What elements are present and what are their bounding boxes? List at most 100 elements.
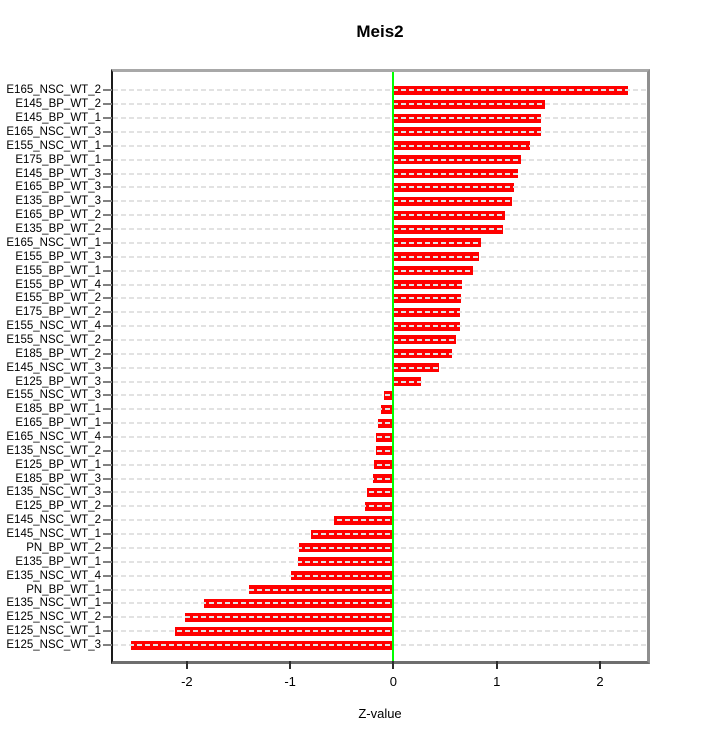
gridline	[113, 519, 647, 522]
y-axis-label: E135_NSC_WT_2	[6, 444, 101, 457]
gridline	[113, 616, 647, 619]
y-tick	[103, 214, 112, 217]
y-axis-label: E145_NSC_WT_2	[6, 514, 101, 527]
gridline	[113, 366, 647, 369]
gridline	[113, 158, 647, 161]
y-axis-label: E125_NSC_WT_1	[6, 625, 101, 638]
gridline	[113, 325, 647, 328]
y-axis-label: E185_BP_WT_1	[15, 403, 101, 416]
gridline	[113, 644, 647, 646]
y-tick	[103, 560, 112, 563]
x-tick-label: -2	[181, 674, 193, 689]
x-tick	[392, 661, 395, 669]
y-axis-label: E125_NSC_WT_2	[6, 611, 101, 624]
chart-title: Meis2	[356, 22, 404, 41]
y-axis-label: E135_NSC_WT_1	[6, 597, 101, 610]
y-axis-label: E165_NSC_WT_1	[6, 236, 101, 249]
gridline	[113, 505, 647, 508]
y-axis-label: E165_BP_WT_3	[15, 181, 101, 194]
y-tick	[103, 380, 112, 383]
y-axis-label: PN_BP_WT_2	[26, 541, 101, 554]
y-tick	[103, 408, 112, 411]
y-axis-label: E125_BP_WT_3	[15, 375, 101, 388]
gridline	[113, 533, 647, 536]
y-tick	[103, 463, 112, 466]
gridline	[113, 144, 647, 147]
x-tick	[495, 661, 498, 669]
y-axis-label: E165_BP_WT_1	[15, 417, 101, 430]
y-axis-label: E165_NSC_WT_4	[6, 431, 101, 444]
y-tick	[103, 616, 112, 619]
y-tick	[103, 644, 112, 646]
y-tick	[103, 325, 112, 328]
y-axis-label: E125_BP_WT_1	[15, 458, 101, 471]
plot-area	[111, 69, 650, 664]
y-axis-label: E165_NSC_WT_2	[6, 84, 101, 97]
gridline	[113, 311, 647, 314]
gridline	[113, 422, 647, 425]
gridline	[113, 241, 647, 244]
gridline	[113, 560, 647, 563]
x-tick	[599, 661, 601, 669]
y-axis-label: E185_BP_WT_2	[15, 347, 101, 360]
y-tick	[103, 422, 112, 425]
gridline	[113, 436, 647, 439]
y-axis-label: E155_BP_WT_1	[15, 264, 101, 277]
y-tick	[103, 186, 112, 189]
y-axis-label: E155_NSC_WT_2	[6, 333, 101, 346]
y-axis-label: E135_NSC_WT_3	[6, 486, 101, 499]
y-axis-label: E145_BP_WT_1	[15, 112, 101, 125]
y-axis-label: E155_BP_WT_4	[15, 278, 101, 291]
y-tick	[103, 103, 112, 106]
x-tick-label: 2	[596, 674, 604, 689]
gridline	[113, 172, 647, 175]
y-axis-label: E165_NSC_WT_3	[6, 125, 101, 138]
gridline	[113, 338, 647, 341]
gridline	[113, 574, 647, 577]
gridline	[113, 130, 647, 133]
y-tick	[103, 228, 112, 231]
gridline	[113, 228, 647, 231]
gridline	[113, 200, 647, 203]
gridline	[113, 630, 647, 633]
gridline	[113, 89, 647, 92]
gridline	[113, 186, 647, 189]
gridline	[113, 394, 647, 397]
y-tick	[103, 338, 112, 341]
y-tick	[103, 255, 112, 258]
x-tick	[289, 661, 292, 669]
gridline	[113, 602, 647, 605]
y-axis-label: E135_NSC_WT_4	[6, 569, 101, 582]
y-axis-label: E155_BP_WT_3	[15, 250, 101, 263]
x-tick-label: 1	[493, 674, 501, 689]
y-tick	[103, 449, 112, 452]
y-axis-label: E175_BP_WT_1	[15, 153, 101, 166]
y-tick	[103, 505, 112, 508]
gridline	[113, 463, 647, 466]
y-axis-label: E135_BP_WT_1	[15, 555, 101, 568]
y-axis-label: E145_NSC_WT_1	[6, 528, 101, 541]
y-tick	[103, 117, 112, 120]
y-tick	[103, 366, 112, 369]
gridline	[113, 408, 647, 411]
y-axis-label: E155_BP_WT_2	[15, 292, 101, 305]
y-axis-label: E155_NSC_WT_3	[6, 389, 101, 402]
y-tick	[103, 283, 112, 286]
y-axis-label: E145_NSC_WT_3	[6, 361, 101, 374]
y-tick	[103, 491, 112, 494]
x-tick-label: -1	[284, 674, 296, 689]
y-axis-label: E155_NSC_WT_4	[6, 320, 101, 333]
y-tick	[103, 394, 112, 397]
y-tick	[103, 200, 112, 203]
gridline	[113, 491, 647, 494]
gridline	[113, 546, 647, 549]
y-tick	[103, 158, 112, 161]
y-tick	[103, 89, 112, 92]
gridline	[113, 297, 647, 300]
y-tick	[103, 630, 112, 633]
y-axis-label: E175_BP_WT_2	[15, 306, 101, 319]
y-axis-label: E125_NSC_WT_3	[6, 639, 101, 651]
x-tick-label: 0	[389, 674, 398, 689]
y-tick	[103, 602, 112, 605]
y-axis-label: E135_BP_WT_3	[15, 195, 101, 208]
